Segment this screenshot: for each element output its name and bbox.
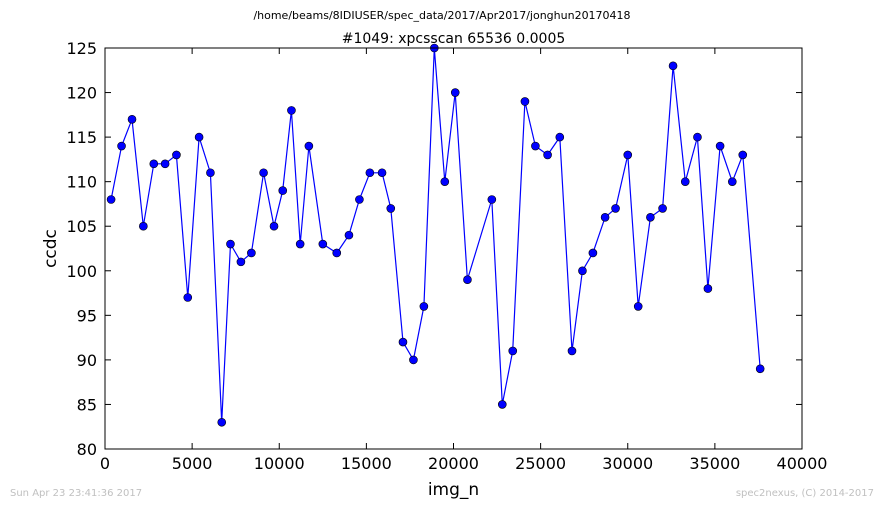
data-point [332,248,342,258]
data-point [419,302,429,311]
y-tick-label: 80 [77,440,97,459]
data-point [409,355,418,365]
data-point [715,141,725,151]
data-point [386,204,396,213]
data-point [555,132,565,142]
data-point [287,106,296,115]
data-point [247,248,256,258]
data-point [738,150,748,160]
plot-area: 0 5000 10000 15000 20000 25000 30000 35000 40000… [66,39,827,473]
data-point [226,239,235,249]
y-tick-label: 115 [66,128,97,147]
y-tick-label: 90 [77,351,97,370]
y-tick-label: 105 [66,217,97,236]
data-point [693,132,702,142]
data-point [304,141,314,151]
data-point [727,177,737,186]
data-point [623,150,633,160]
x-tick-label: 10000 [254,454,305,473]
x-tick-label: 15000 [341,454,392,473]
data-point [668,61,678,71]
x-tick-label: 0 [100,454,110,473]
x-tick-label: 35000 [689,454,740,473]
y-tick-label: 100 [66,262,97,281]
data-point [487,195,497,204]
data-point [365,168,375,178]
x-tick-label: 5000 [172,454,213,473]
data-point [269,221,279,231]
data-point [508,346,518,356]
data-point [149,159,159,169]
data-point [578,266,587,276]
x-axis-label: img_n [428,480,479,500]
data-point [117,141,126,151]
data-point [567,346,577,356]
data-point [377,168,387,178]
file-path-title: /home/beams/8IDIUSER/spec_data/2017/Apr2… [253,9,631,22]
x-tick-label: 20000 [428,454,479,473]
data-point [172,150,181,160]
y-tick-label: 110 [66,173,97,192]
data-point [355,195,364,204]
data-point [600,213,610,222]
data-point [194,132,204,142]
data-point [106,195,116,204]
data-point [398,337,408,347]
y-tick-label: 120 [66,84,97,103]
data-point [139,221,148,231]
data-point [127,114,137,124]
data-point [450,88,460,97]
data-point [680,177,690,186]
data-point [588,248,598,258]
data-point [217,417,227,427]
data-point [543,150,552,160]
series-line [110,47,761,423]
data-point [278,186,288,195]
data-point [440,177,450,186]
data-point [658,204,667,213]
data-point [206,168,215,178]
data-point [633,302,643,311]
data-point [160,159,170,169]
y-tick-label: 125 [66,39,97,58]
y-axis-label: ccdc [41,229,61,268]
data-point [183,293,193,302]
data-point [344,230,354,240]
data-point [611,204,620,213]
data-point [497,400,507,409]
plot-frame [104,47,803,450]
y-tick-label: 85 [77,395,97,414]
x-tick-label: 40000 [777,454,828,473]
data-point [236,257,246,267]
chart-title: #1049: xpcsscan 65536 0.0005 [342,31,566,47]
data-point [463,275,472,284]
data-point [259,168,268,178]
footer-credit: spec2nexus, (C) 2014-2017 [735,488,874,499]
x-tick-label: 25000 [515,454,566,473]
data-point [295,239,305,249]
x-tick-label: 30000 [602,454,653,473]
data-point [531,141,540,151]
data-point [755,364,765,374]
data-point [318,239,328,249]
data-point [703,284,713,293]
y-tick-label: 95 [77,306,97,325]
footer-timestamp: Sun Apr 23 23:41:36 2017 [10,488,143,499]
data-point [646,213,655,222]
data-point [520,97,530,106]
